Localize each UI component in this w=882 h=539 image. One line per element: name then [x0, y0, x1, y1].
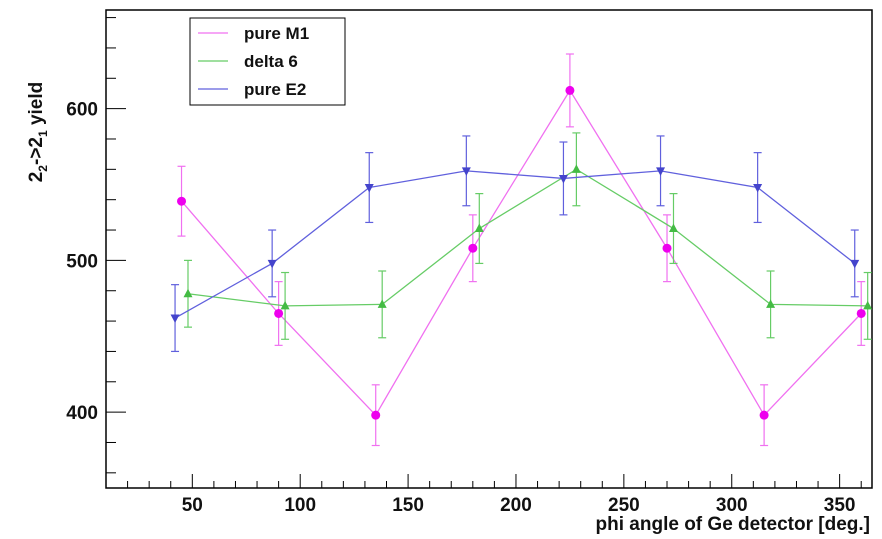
data-point — [280, 300, 290, 310]
legend: pure M1 delta 6 pure E2 — [189, 17, 346, 106]
data-point — [668, 223, 678, 233]
data-point — [474, 223, 484, 233]
data-point — [170, 314, 180, 324]
y-tick-label: 500 — [66, 251, 98, 272]
data-point — [863, 300, 873, 310]
x-tick-label: 200 — [500, 495, 532, 516]
tick-labels: 50 100 150 200 250 300 350 400 500 600 — [66, 100, 855, 516]
data-point — [558, 174, 568, 184]
data-point — [565, 85, 575, 95]
x-tick-label: 100 — [284, 495, 316, 516]
y-tick-label: 600 — [66, 100, 98, 121]
axis-ticks — [106, 17, 862, 488]
data-point — [766, 299, 776, 308]
data-point — [850, 259, 860, 269]
data-point — [274, 308, 284, 318]
y-axis-label: 22->21 yield — [26, 82, 50, 183]
x-tick-label: 150 — [392, 495, 424, 516]
x-tick-label: 50 — [182, 495, 203, 516]
data-point — [461, 167, 471, 176]
series-layer — [170, 53, 873, 447]
data-point — [177, 196, 187, 206]
x-tick-label: 250 — [608, 495, 640, 516]
series-pure-m1 — [177, 53, 866, 447]
x-tick-label: 350 — [824, 495, 856, 516]
data-point — [571, 164, 581, 173]
legend-label-pure-m1: pure M1 — [244, 24, 309, 43]
data-point — [753, 184, 763, 193]
series-delta-6 — [183, 132, 873, 340]
data-point — [856, 308, 866, 318]
data-point — [759, 410, 769, 420]
data-point — [371, 410, 381, 420]
data-point — [183, 288, 193, 298]
data-point — [267, 259, 277, 269]
legend-label-delta-6: delta 6 — [244, 52, 298, 71]
x-axis-label: phi angle of Ge detector [deg.] — [596, 514, 870, 535]
data-point — [656, 167, 666, 176]
series-line — [174, 170, 856, 319]
series-pure-e2 — [170, 135, 860, 353]
data-point — [377, 299, 387, 308]
series-line — [187, 168, 868, 307]
plot-frame — [105, 9, 873, 489]
data-point — [364, 184, 374, 193]
data-point — [468, 243, 478, 253]
series-line — [181, 89, 862, 417]
x-tick-label: 300 — [716, 495, 748, 516]
y-tick-label: 400 — [66, 403, 98, 424]
data-point — [662, 243, 672, 253]
legend-label-pure-e2: pure E2 — [244, 80, 306, 99]
